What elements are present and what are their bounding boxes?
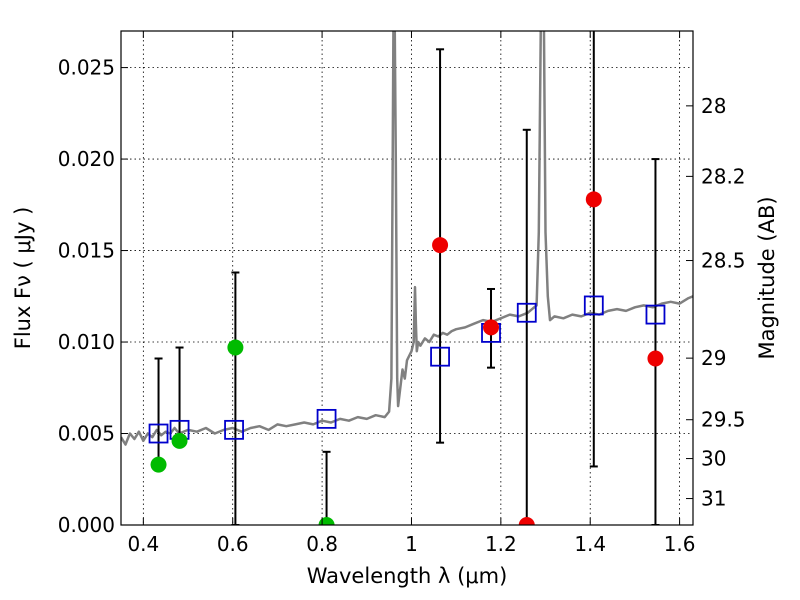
model-photometry-square xyxy=(316,408,337,429)
right-tick-label: 28 xyxy=(701,94,726,118)
x-tick-label: 1.4 xyxy=(574,532,606,556)
grid-lines xyxy=(121,31,693,525)
data-point xyxy=(585,191,602,208)
right-tick-label: 29 xyxy=(701,346,726,370)
x-tick-label: 1.6 xyxy=(664,532,696,556)
x-tick-label: 0.6 xyxy=(217,532,249,556)
right-tick-label: 30 xyxy=(701,447,726,471)
x-tick-label: 0.8 xyxy=(306,532,338,556)
x-axis-label: Wavelength λ (μm) xyxy=(307,564,508,588)
data-point xyxy=(647,350,664,367)
model-photometry-square xyxy=(645,304,666,325)
y-tick-label: 0.020 xyxy=(58,147,115,171)
errorbar-layer xyxy=(154,31,660,525)
spectrum-line xyxy=(121,31,693,446)
right-tick-label: 29.5 xyxy=(701,408,746,432)
y-axis-label: Flux Fν ( μJy ) xyxy=(11,207,35,350)
right-axis-label: Magnitude (AB) xyxy=(755,196,779,359)
model-photometry-square xyxy=(583,295,604,316)
right-tick-label: 28.2 xyxy=(701,164,746,188)
data-point xyxy=(150,456,167,473)
data-point xyxy=(518,517,535,525)
data-point xyxy=(227,339,244,356)
right-tick-label: 31 xyxy=(701,487,726,511)
ticks-layer: 0.4 0.6 0.8 1 1.2 1.4 1.6 0.000 0.005 0.010 0.015 0… xyxy=(58,31,746,556)
data-point xyxy=(483,319,500,336)
y-tick-label: 0.005 xyxy=(58,422,115,446)
model-photometry-square xyxy=(224,419,244,440)
y-tick-label: 0.010 xyxy=(58,330,115,354)
plot-frame xyxy=(120,30,694,526)
model-photometry-square xyxy=(430,346,450,367)
model-photometry-square xyxy=(148,423,169,444)
x-tick-label: 1.2 xyxy=(485,532,517,556)
spectrum-layer xyxy=(121,31,693,446)
model-photometry-square xyxy=(516,302,537,323)
x-tick-label: 0.4 xyxy=(127,532,159,556)
y-tick-label: 0.025 xyxy=(58,56,115,80)
right-tick-label: 28.5 xyxy=(701,249,746,273)
data-point xyxy=(432,237,449,254)
y-tick-label: 0.015 xyxy=(58,239,115,263)
x-tick-label: 1 xyxy=(405,532,418,556)
y-tick-label: 0.000 xyxy=(58,513,115,537)
data-point xyxy=(171,432,188,449)
points-layer xyxy=(148,191,666,525)
